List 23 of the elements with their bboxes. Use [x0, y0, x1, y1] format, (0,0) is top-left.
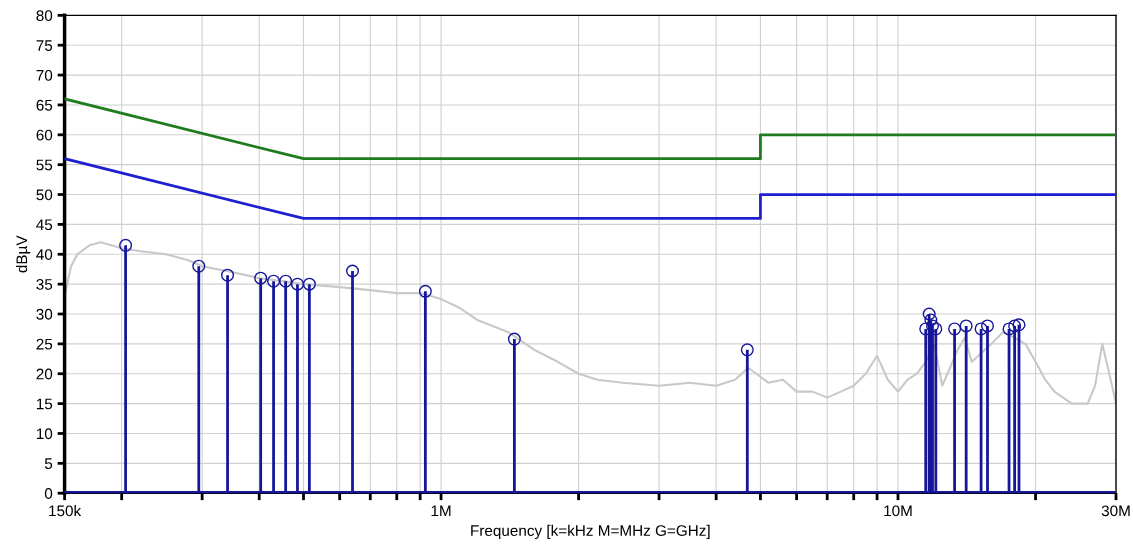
y-tick-label: 55 — [36, 159, 53, 171]
y-tick-label: 60 — [36, 129, 53, 141]
y-tick-label: 65 — [36, 99, 53, 111]
y-tick-label: 50 — [36, 189, 53, 201]
y-tick-label: 30 — [36, 308, 53, 320]
x-tick-label: 30M — [1101, 505, 1130, 517]
y-tick-label: 75 — [36, 40, 53, 51]
y-tick-label: 40 — [36, 249, 53, 260]
y-tick-label: 20 — [36, 368, 53, 380]
y-tick-label: 5 — [44, 458, 53, 470]
y-tick-label: 70 — [36, 69, 53, 81]
y-tick-label: 10 — [36, 428, 53, 440]
x-tick-label: 10M — [884, 505, 912, 517]
y-tick-label: 35 — [36, 279, 53, 290]
y-tick-label: 25 — [36, 338, 53, 350]
y-tick-label: 45 — [36, 219, 53, 231]
y-axis-title: dBµV — [15, 235, 31, 273]
x-tick-label: 150k — [49, 505, 82, 517]
y-tick-label: 0 — [44, 488, 53, 499]
x-axis-title: Frequency [k=kHz M=MHz G=GHz] — [471, 524, 710, 540]
y-tick-label: 80 — [36, 10, 53, 22]
x-tick-label: 1M — [431, 505, 451, 517]
y-tick-label: 15 — [36, 398, 53, 410]
